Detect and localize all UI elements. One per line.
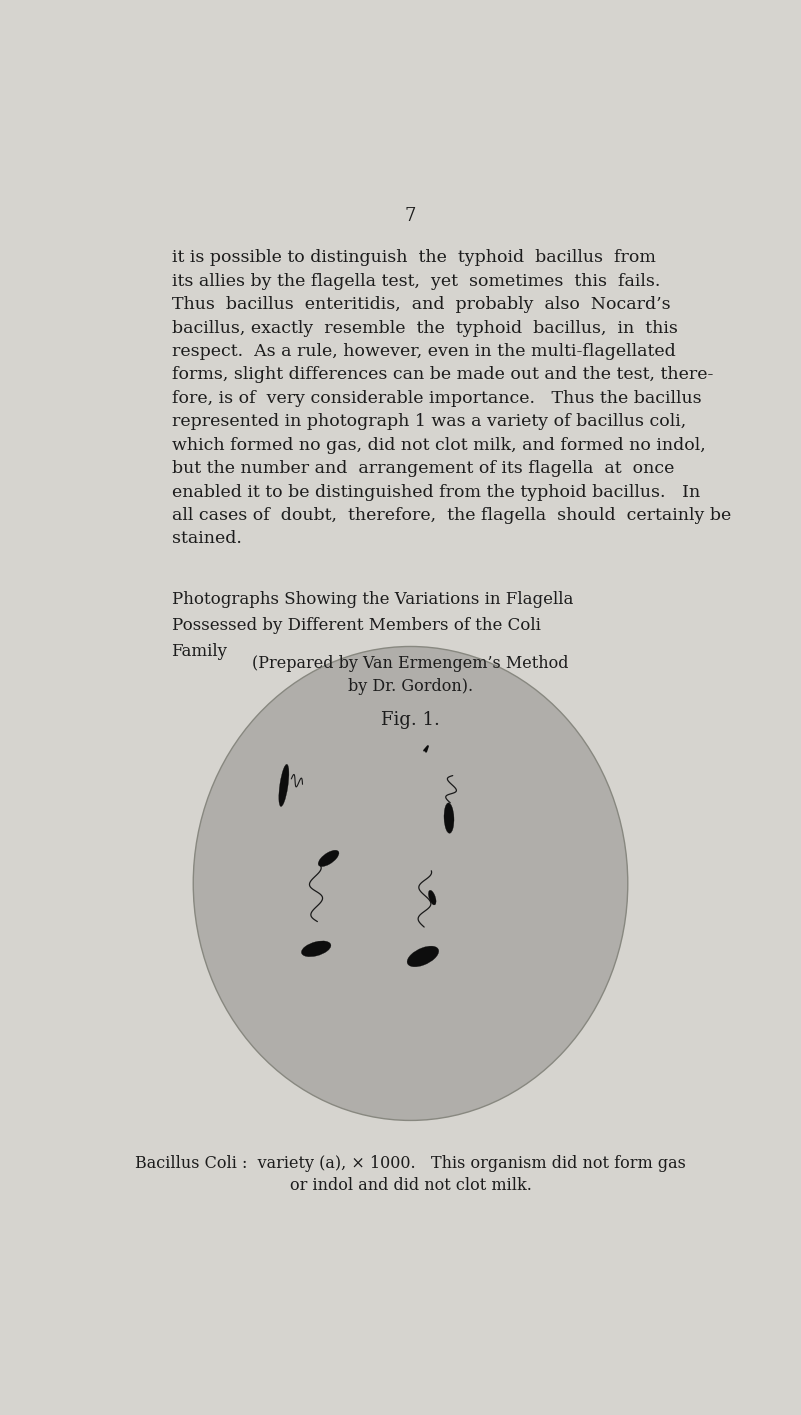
Ellipse shape: [429, 890, 436, 906]
Text: Thus  bacillus  enteritidis,  and  probably  also  Nocard’s: Thus bacillus enteritidis, and probably …: [171, 296, 670, 313]
Text: which formed no gas, did not clot milk, and formed no indol,: which formed no gas, did not clot milk, …: [171, 437, 705, 454]
Text: Photographs Showing the Variations in Flagella: Photographs Showing the Variations in Fl…: [171, 591, 573, 608]
Ellipse shape: [301, 941, 331, 957]
Text: represented in photograph 1 was a variety of bacillus coli,: represented in photograph 1 was a variet…: [171, 413, 686, 430]
Text: stained.: stained.: [171, 531, 241, 548]
Text: Family: Family: [171, 642, 227, 659]
Text: it is possible to distinguish  the  typhoid  bacillus  from: it is possible to distinguish the typhoi…: [171, 249, 655, 266]
Ellipse shape: [318, 850, 339, 866]
Text: enabled it to be distinguished from the typhoid bacillus.   In: enabled it to be distinguished from the …: [171, 484, 700, 501]
Ellipse shape: [193, 647, 628, 1121]
Text: respect.  As a rule, however, even in the multi-flagellated: respect. As a rule, however, even in the…: [171, 342, 675, 359]
Text: 7: 7: [405, 207, 417, 225]
Text: Bacillus Coli :  variety (a), × 1000.   This organism did not form gas: Bacillus Coli : variety (a), × 1000. Thi…: [135, 1155, 686, 1172]
Text: Possessed by Different Members of the Coli: Possessed by Different Members of the Co…: [171, 617, 541, 634]
Text: bacillus, exactly  resemble  the  typhoid  bacillus,  in  this: bacillus, exactly resemble the typhoid b…: [171, 320, 678, 337]
Ellipse shape: [407, 947, 439, 966]
Text: all cases of  doubt,  therefore,  the flagella  should  certainly be: all cases of doubt, therefore, the flage…: [171, 507, 731, 524]
Text: or indol and did not clot milk.: or indol and did not clot milk.: [290, 1176, 531, 1193]
Text: by Dr. Gordon).: by Dr. Gordon).: [348, 678, 473, 695]
Text: Fig. 1.: Fig. 1.: [381, 712, 440, 729]
Text: its allies by the flagella test,  yet  sometimes  this  fails.: its allies by the flagella test, yet som…: [171, 273, 660, 290]
Ellipse shape: [444, 802, 454, 833]
Text: forms, slight differences can be made out and the test, there-: forms, slight differences can be made ou…: [171, 366, 713, 383]
Text: but the number and  arrangement of its flagella  at  once: but the number and arrangement of its fl…: [171, 460, 674, 477]
Text: (Prepared by Van Ermengem’s Method: (Prepared by Van Ermengem’s Method: [252, 655, 569, 672]
Text: fore, is of  very considerable importance.   Thus the bacillus: fore, is of very considerable importance…: [171, 391, 701, 408]
Ellipse shape: [279, 764, 289, 807]
